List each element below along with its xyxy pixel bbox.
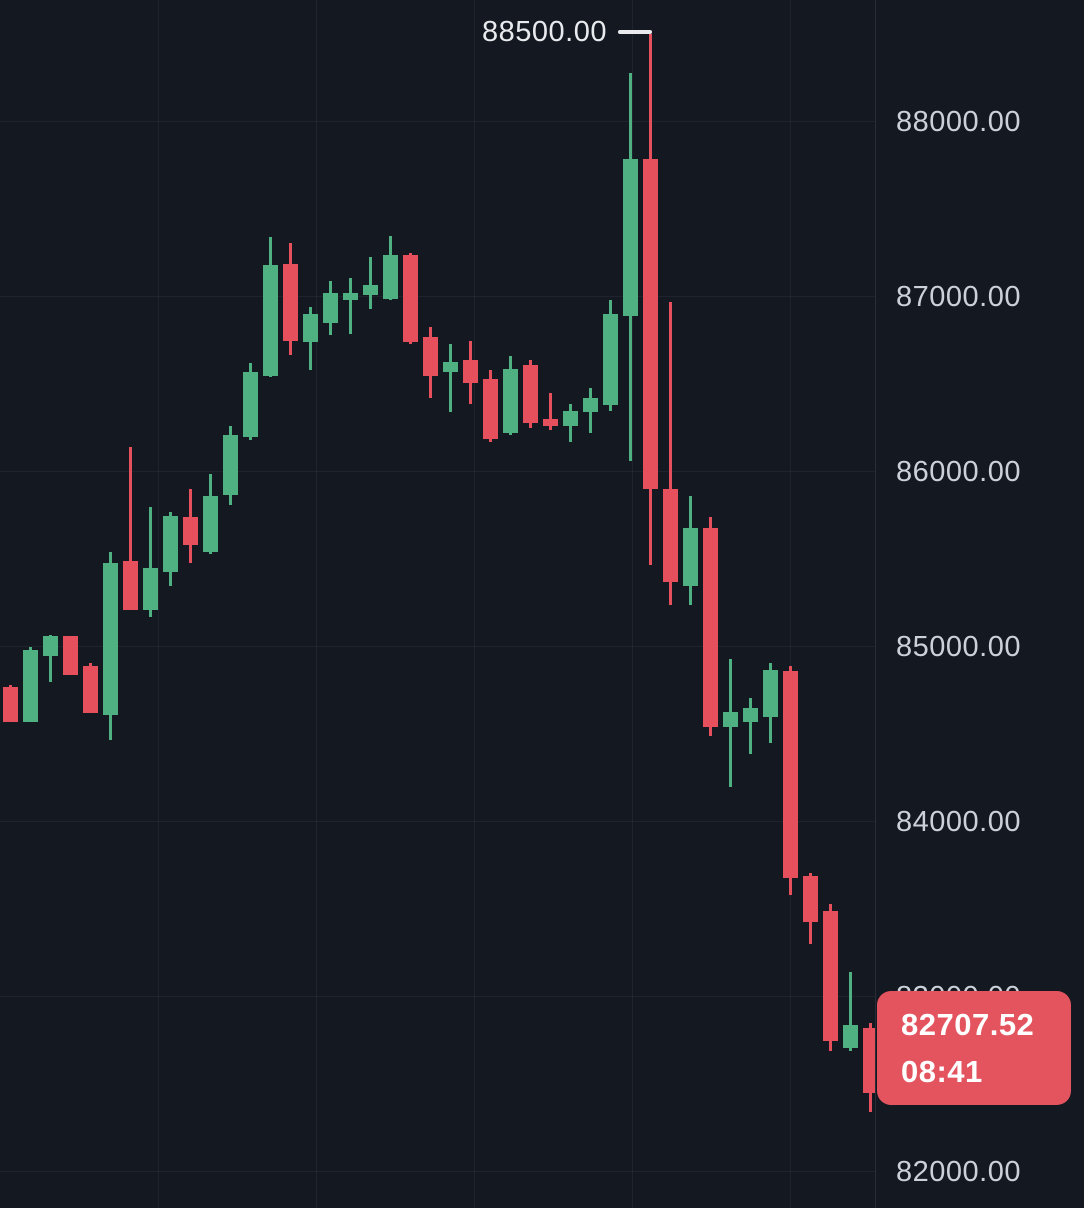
high-price-marker-label: 88500.00: [482, 15, 607, 48]
candle-body-up: [102, 562, 118, 716]
candle-body-down: [702, 527, 718, 728]
candle-wick: [348, 277, 352, 334]
price-axis-label: 85000.00: [896, 630, 1021, 663]
candle-body-down: [802, 876, 818, 922]
candle-wick: [668, 302, 672, 605]
candle-body-up: [382, 254, 398, 299]
candle-body-up: [342, 293, 358, 301]
candle-body-down: [282, 263, 298, 341]
candle-body-up: [142, 568, 158, 611]
price-axis-label: 82000.00: [896, 1155, 1021, 1188]
candle-body-up: [562, 410, 578, 427]
candle-wick: [368, 256, 372, 310]
candle-body-down: [662, 489, 678, 583]
high-price-marker-dash-icon: [618, 30, 652, 35]
candle-wick: [548, 393, 552, 430]
candle-wick: [748, 697, 752, 754]
candle-body-up: [842, 1024, 858, 1048]
candle-wick: [448, 344, 452, 413]
price-axis-label: 84000.00: [896, 805, 1021, 838]
vertical-gridline: [316, 0, 317, 1208]
candle-body-up: [242, 372, 258, 437]
candle-body-up: [762, 669, 778, 717]
candle-body-up: [202, 496, 218, 553]
high-price-marker: 88500.00: [0, 14, 652, 50]
vertical-gridline: [158, 0, 159, 1208]
candle-body-down: [2, 687, 18, 723]
candle-body-up: [682, 527, 698, 586]
last-price-badge: 82707.52 08:41: [877, 991, 1071, 1106]
candle-wick: [148, 506, 152, 618]
candle-body-up: [602, 314, 618, 406]
candle-body-up: [622, 158, 638, 317]
candle-body-down: [522, 365, 538, 423]
candle-body-up: [302, 314, 318, 343]
candlestick-chart-canvas[interactable]: 88500.00: [0, 0, 878, 1208]
horizontal-gridline: [0, 996, 875, 998]
candle-body-up: [222, 435, 238, 495]
horizontal-gridline: [0, 1171, 875, 1173]
candle-body-up: [582, 398, 598, 413]
horizontal-gridline: [0, 296, 875, 298]
candle-wick: [848, 972, 852, 1052]
horizontal-gridline: [0, 821, 875, 823]
vertical-gridline: [790, 0, 791, 1208]
candle-body-down: [182, 517, 198, 546]
horizontal-gridline: [0, 121, 875, 123]
candle-body-up: [722, 711, 738, 728]
price-axis-label: 88000.00: [896, 105, 1021, 138]
last-price-value: 82707.52: [901, 1007, 1035, 1043]
candle-body-down: [642, 158, 658, 490]
vertical-gridline: [474, 0, 475, 1208]
candle-body-down: [822, 911, 838, 1041]
horizontal-gridline: [0, 646, 875, 648]
price-axis-label: 87000.00: [896, 280, 1021, 313]
candle-body-up: [442, 361, 458, 373]
candle-body-up: [322, 293, 338, 324]
candle-body-up: [742, 708, 758, 723]
candle-body-up: [162, 515, 178, 572]
candle-body-down: [482, 379, 498, 439]
candle-body-down: [862, 1028, 878, 1094]
candle-body-up: [502, 368, 518, 434]
candle-body-down: [122, 561, 138, 611]
price-axis-label: 86000.00: [896, 455, 1021, 488]
candle-wick: [48, 634, 52, 682]
candle-body-up: [262, 265, 278, 376]
candle-body-down: [782, 671, 798, 878]
candle-body-down: [542, 419, 558, 427]
candle-body-down: [402, 254, 418, 343]
vertical-gridline: [632, 0, 633, 1208]
candle-wick: [128, 447, 132, 611]
candle-body-down: [422, 337, 438, 376]
candle-body-up: [362, 284, 378, 296]
candle-body-down: [82, 666, 98, 714]
candle-body-down: [62, 636, 78, 675]
candle-body-down: [462, 359, 478, 383]
bar-countdown-time: 08:41: [901, 1054, 983, 1090]
candle-body-up: [42, 636, 58, 656]
horizontal-gridline: [0, 471, 875, 473]
candle-body-up: [22, 650, 38, 723]
